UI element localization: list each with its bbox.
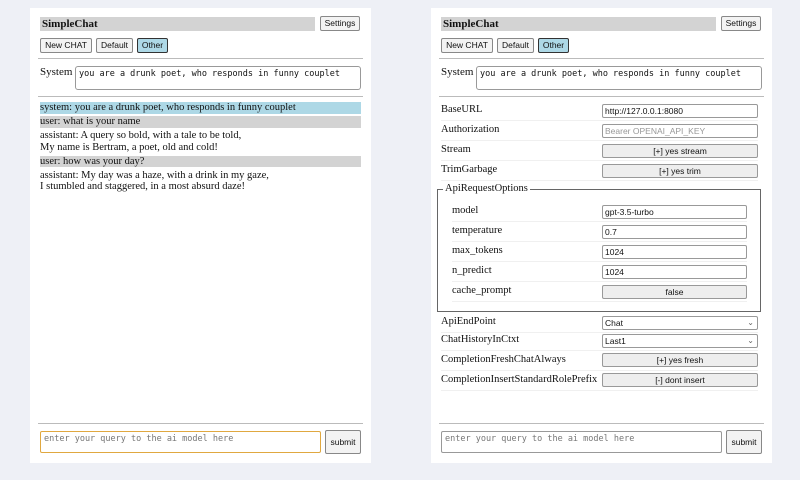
model-label: model bbox=[452, 205, 479, 216]
setting-role-prefix: CompletionInsertStandardRolePrefix bbox=[441, 371, 758, 391]
chat-message-assistant: assistant: A query so bold, with a tale … bbox=[40, 130, 361, 153]
option-max-tokens: max_tokens bbox=[452, 242, 747, 262]
cache-prompt-label: cache_prompt bbox=[452, 285, 512, 296]
settings-button[interactable]: Settings bbox=[320, 16, 360, 31]
other-button[interactable]: Other bbox=[137, 38, 168, 53]
endpoint-label: ApiEndPoint bbox=[441, 316, 496, 327]
new-chat-button[interactable]: New CHAT bbox=[40, 38, 92, 53]
default-button[interactable]: Default bbox=[497, 38, 534, 53]
max-tokens-label: max_tokens bbox=[452, 245, 503, 256]
query-input[interactable]: enter your query to the ai model here bbox=[441, 431, 722, 453]
chat-message-system: system: you are a drunk poet, who respon… bbox=[40, 102, 361, 114]
setting-endpoint: ApiEndPoint bbox=[441, 313, 758, 333]
setting-trim: TrimGarbage bbox=[441, 161, 758, 181]
n-predict-input[interactable]: 1024 bbox=[602, 265, 747, 279]
system-label: System bbox=[40, 66, 73, 78]
chevron-down-icon: ⌄ bbox=[747, 336, 754, 345]
chat-message-assistant: assistant: My day was a haze, with a dri… bbox=[40, 170, 361, 193]
message-line: user: how was your day? bbox=[40, 155, 145, 167]
n-predict-label: n_predict bbox=[452, 265, 492, 276]
query-input[interactable]: enter your query to the ai model here bbox=[40, 431, 321, 453]
authorization-label: Authorization bbox=[441, 124, 500, 135]
divider bbox=[439, 96, 764, 97]
submit-button[interactable]: submit bbox=[325, 430, 361, 454]
divider bbox=[38, 96, 363, 97]
divider bbox=[38, 423, 363, 424]
chat-message-user: user: what is your name bbox=[40, 116, 361, 128]
settings-panel: SimpleChat Settings New CHAT Default Oth… bbox=[431, 8, 772, 463]
endpoint-select[interactable]: Chat ⌄ bbox=[602, 316, 758, 330]
chat-history-select[interactable]: Last1 ⌄ bbox=[602, 334, 758, 348]
divider bbox=[439, 58, 764, 59]
fresh-chat-toggle[interactable]: [+] yes fresh bbox=[602, 353, 758, 367]
base-url-input[interactable]: http://127.0.0.1:8080 bbox=[602, 104, 758, 118]
stream-toggle[interactable]: [+] yes stream bbox=[602, 144, 758, 158]
model-input[interactable]: gpt-3.5-turbo bbox=[602, 205, 747, 219]
api-request-options-fieldset bbox=[437, 189, 761, 312]
max-tokens-input[interactable]: 1024 bbox=[602, 245, 747, 259]
system-label: System bbox=[441, 66, 474, 78]
endpoint-value: Chat bbox=[605, 318, 623, 328]
chat-history-label: ChatHistoryInCtxt bbox=[441, 334, 520, 345]
default-button[interactable]: Default bbox=[96, 38, 133, 53]
app-title: SimpleChat bbox=[40, 17, 315, 31]
settings-button[interactable]: Settings bbox=[721, 16, 761, 31]
divider bbox=[439, 423, 764, 424]
base-url-label: BaseURL bbox=[441, 104, 483, 115]
role-prefix-label: CompletionInsertStandardRolePrefix bbox=[441, 374, 598, 385]
other-button[interactable]: Other bbox=[538, 38, 569, 53]
option-model: model bbox=[452, 202, 747, 222]
setting-authorization: Authorization bbox=[441, 121, 758, 141]
submit-button[interactable]: submit bbox=[726, 430, 762, 454]
app-title: SimpleChat bbox=[441, 17, 716, 31]
message-line: user: what is your name bbox=[40, 116, 141, 127]
authorization-input[interactable]: Bearer OPENAI_API_KEY bbox=[602, 124, 758, 138]
fresh-chat-label: CompletionFreshChatAlways bbox=[441, 354, 566, 365]
api-request-options-legend: ApiRequestOptions bbox=[443, 183, 530, 194]
cache-prompt-toggle[interactable]: false bbox=[602, 285, 747, 299]
system-prompt-input[interactable]: you are a drunk poet, who responds in fu… bbox=[476, 66, 762, 90]
message-line: assistant: A query so bold, with a tale … bbox=[40, 130, 242, 141]
temperature-input[interactable]: 0.7 bbox=[602, 225, 747, 239]
setting-base-url: BaseURL bbox=[441, 101, 758, 121]
divider bbox=[38, 58, 363, 59]
trim-toggle[interactable]: [+] yes trim bbox=[602, 164, 758, 178]
system-prompt-input[interactable]: you are a drunk poet, who responds in fu… bbox=[75, 66, 361, 90]
stream-label: Stream bbox=[441, 144, 471, 155]
chevron-down-icon: ⌄ bbox=[747, 318, 754, 327]
message-line: I stumbled and staggered, in a most absu… bbox=[40, 181, 245, 192]
new-chat-button[interactable]: New CHAT bbox=[441, 38, 493, 53]
role-prefix-toggle[interactable]: [-] dont insert bbox=[602, 373, 758, 387]
chat-panel: SimpleChat Settings New CHAT Default Oth… bbox=[30, 8, 371, 463]
setting-fresh-chat: CompletionFreshChatAlways bbox=[441, 351, 758, 371]
message-line: My name is Bertram, a poet, old and cold… bbox=[40, 141, 218, 153]
setting-stream: Stream bbox=[441, 141, 758, 161]
message-line: assistant: My day was a haze, with a dri… bbox=[40, 169, 269, 181]
chat-history-value: Last1 bbox=[605, 336, 626, 346]
chat-message-user: user: how was your day? bbox=[40, 155, 361, 167]
trim-label: TrimGarbage bbox=[441, 164, 498, 175]
temperature-label: temperature bbox=[452, 225, 503, 236]
message-line: system: you are a drunk poet, who respon… bbox=[40, 102, 296, 113]
option-cache-prompt: cache_prompt bbox=[452, 282, 747, 302]
option-temperature: temperature bbox=[452, 222, 747, 242]
option-n-predict: n_predict bbox=[452, 262, 747, 282]
setting-chat-history: ChatHistoryInCtxt bbox=[441, 331, 758, 351]
